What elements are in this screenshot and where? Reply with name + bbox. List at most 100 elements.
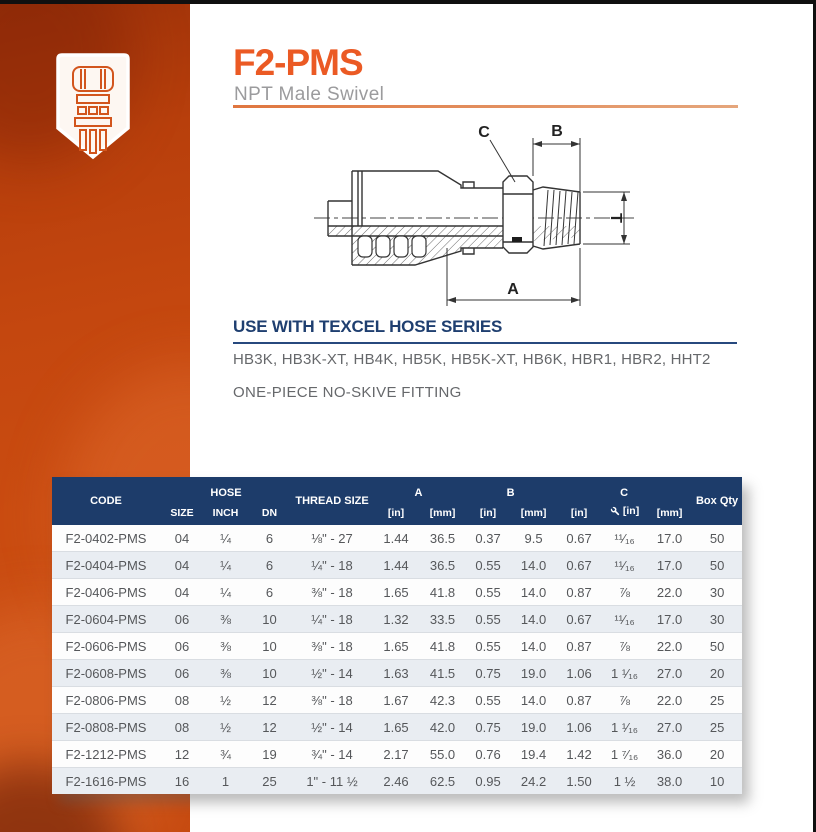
cell-qty: 50	[709, 638, 725, 654]
cell-b_in: 0.55	[475, 638, 501, 654]
page-subtitle: NPT Male Swivel	[234, 84, 385, 105]
cell-b_mm: 14.0	[520, 611, 547, 627]
cell-c_mm: 22.0	[656, 638, 683, 654]
cell-code: F2-0608-PMS	[65, 665, 147, 681]
cell-b_in: 0.75	[475, 719, 501, 735]
cell-qty: 50	[709, 530, 725, 546]
cell-inch: ¼	[220, 584, 231, 600]
col-header-thread-size: THREAD SIZE	[292, 477, 373, 525]
cell-a_in: 2.17	[383, 746, 409, 762]
col-header-size: SIZE	[160, 500, 204, 525]
cell-b_mm: 24.2	[520, 773, 547, 789]
cell-a_mm: 41.5	[429, 665, 456, 681]
table-row: F2-0604-PMS 06 ⅜ 10 ¼" - 18 1.32 33.5 0.55 14.0 0…	[52, 605, 743, 633]
cell-a_mm: 55.0	[429, 746, 456, 762]
table-row: F2-0608-PMS 06 ⅜ 10 ½" - 14 1.63 41.5 0.75 19.0 1…	[52, 659, 743, 687]
cell-b_mm: 14.0	[520, 584, 547, 600]
cell-code: F2-0806-PMS	[65, 692, 147, 708]
cell-c_in: 0.67	[566, 611, 592, 627]
cell-dn: 19	[262, 746, 277, 762]
fitting-technical-drawing: C B A T	[300, 110, 645, 320]
cell-code: F2-0406-PMS	[65, 584, 147, 600]
dim-label-c: C	[478, 124, 490, 141]
cell-dn: 6	[265, 530, 274, 546]
dim-label-b: B	[551, 123, 563, 140]
col-header-b-in: [in]	[465, 500, 512, 525]
cell-code: F2-0606-PMS	[65, 638, 147, 654]
cell-inch: ⅜	[220, 665, 231, 681]
cell-size: 08	[174, 719, 190, 735]
cell-dn: 12	[262, 719, 277, 735]
cell-a_mm: 33.5	[429, 611, 456, 627]
col-header-a-mm: [mm]	[420, 500, 466, 525]
cell-thread: ⅜" - 18	[311, 692, 353, 708]
cell-a_mm: 41.8	[429, 638, 456, 654]
cell-code: F2-0402-PMS	[65, 530, 147, 546]
spec-table-body: F2-0402-PMS 04 ¼ 6 ⅛" - 27 1.44 36.5 0.37 9.5 0.6…	[52, 525, 743, 794]
cell-thread: 1" - 11 ½	[306, 773, 358, 789]
col-group-a: A	[372, 477, 466, 500]
cell-code: F2-0808-PMS	[65, 719, 147, 735]
cell-c_mm: 17.0	[656, 530, 683, 546]
cell-inch: ⅜	[220, 638, 231, 654]
cell-thread: ⅜" - 18	[311, 638, 353, 654]
cell-w_in: ⅞	[619, 692, 630, 708]
col-group-c: C	[556, 477, 693, 500]
cell-b_mm: 14.0	[520, 692, 547, 708]
cell-size: 06	[174, 638, 190, 654]
table-row: F2-0606-PMS 06 ⅜ 10 ⅜" - 18 1.65 41.8 0.55 14.0 0…	[52, 632, 743, 660]
cell-inch: ¼	[220, 557, 231, 573]
cell-inch: ¾	[220, 746, 231, 762]
cell-code: F2-0604-PMS	[65, 611, 147, 627]
cell-code: F2-1212-PMS	[65, 746, 147, 762]
cell-c_mm: 17.0	[656, 557, 683, 573]
cell-thread: ½" - 14	[311, 719, 353, 735]
cell-b_mm: 14.0	[520, 638, 547, 654]
cell-size: 04	[174, 530, 190, 546]
cell-inch: ⅜	[220, 611, 231, 627]
cell-qty: 25	[709, 692, 725, 708]
table-row: F2-0402-PMS 04 ¼ 6 ⅛" - 27 1.44 36.5 0.37 9.5 0.6…	[52, 525, 743, 552]
cell-c_mm: 22.0	[656, 584, 683, 600]
cell-c_in: 0.87	[566, 692, 592, 708]
table-row: F2-0808-PMS 08 ½ 12 ½" - 14 1.65 42.0 0.75 19.0 1…	[52, 713, 743, 741]
cell-c_mm: 17.0	[656, 611, 683, 627]
wrench-icon	[610, 506, 620, 515]
cell-c_in: 1.42	[566, 746, 592, 762]
col-header-dn: DN	[247, 500, 293, 525]
cell-dn: 12	[262, 692, 277, 708]
cell-qty: 30	[709, 611, 725, 627]
cell-qty: 30	[709, 584, 725, 600]
cell-w_in: ¹¹⁄₁₆	[614, 557, 635, 573]
cell-w_in: ⅞	[619, 584, 630, 600]
cell-thread: ⅜" - 18	[311, 584, 353, 600]
cell-c_in: 1.50	[566, 773, 592, 789]
cell-b_mm: 19.0	[520, 719, 547, 735]
spec-table-card: CODE HOSE THREAD SIZE A B C Box Qty SIZE…	[52, 477, 743, 794]
col-group-hose: HOSE	[160, 477, 293, 500]
cell-code: F2-1616-PMS	[65, 773, 147, 789]
cell-c_in: 1.06	[566, 719, 592, 735]
fitting-note: ONE-PIECE NO-SKIVE FITTING	[233, 384, 462, 401]
shield-fitting-logo-icon	[54, 52, 132, 169]
cell-a_in: 1.63	[383, 665, 409, 681]
cell-dn: 6	[265, 557, 274, 573]
cell-thread: ¼" - 18	[311, 557, 353, 573]
cell-b_mm: 14.0	[520, 557, 547, 573]
cell-a_mm: 42.3	[429, 692, 456, 708]
cell-size: 04	[174, 584, 190, 600]
cell-thread: ⅛" - 27	[311, 530, 353, 546]
cell-size: 12	[174, 746, 190, 762]
cell-b_in: 0.55	[475, 692, 501, 708]
table-row: F2-0404-PMS 04 ¼ 6 ¼" - 18 1.44 36.5 0.55 14.0 0.…	[52, 551, 743, 579]
cell-b_in: 0.55	[475, 611, 501, 627]
cell-b_mm: 9.5	[524, 530, 543, 546]
cell-size: 06	[174, 665, 190, 681]
col-group-b: B	[465, 477, 557, 500]
cell-b_mm: 19.0	[520, 665, 547, 681]
cell-c_mm: 27.0	[656, 665, 683, 681]
cell-size: 16	[174, 773, 190, 789]
table-row: F2-0406-PMS 04 ¼ 6 ⅜" - 18 1.65 41.8 0.55 14.0 0.…	[52, 578, 743, 606]
dim-label-t: T	[607, 213, 624, 223]
